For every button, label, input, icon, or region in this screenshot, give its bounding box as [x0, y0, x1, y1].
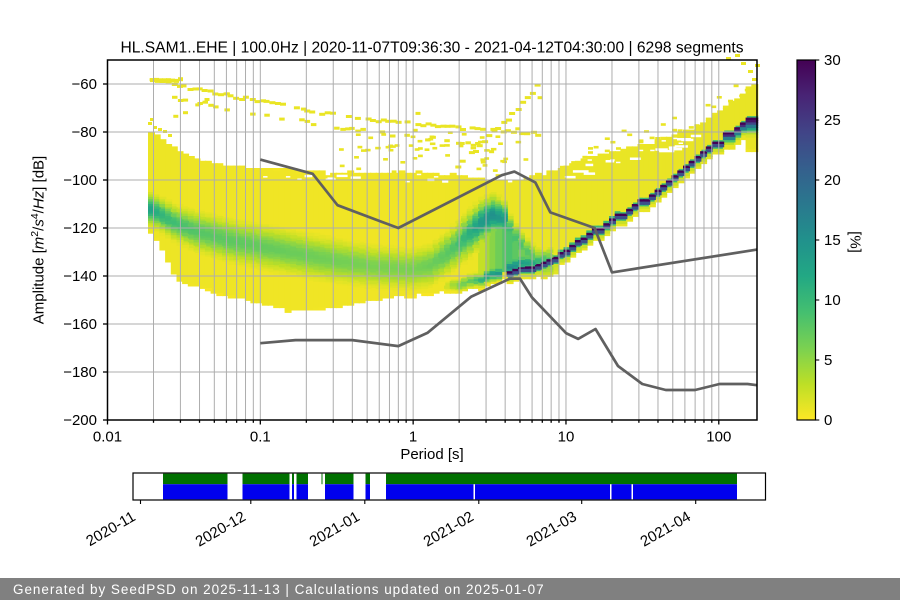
svg-text:100: 100	[706, 429, 731, 446]
svg-text:−60: −60	[72, 76, 97, 93]
svg-text:10: 10	[824, 292, 841, 309]
svg-text:10: 10	[558, 429, 575, 446]
svg-text:Amplitude [m2/s4/Hz] [dB]: Amplitude [m2/s4/Hz] [dB]	[29, 156, 48, 324]
svg-text:5: 5	[824, 352, 832, 369]
svg-text:0.1: 0.1	[250, 429, 271, 446]
svg-text:1: 1	[409, 429, 417, 446]
svg-text:30: 30	[824, 52, 841, 69]
svg-text:15: 15	[824, 232, 841, 249]
svg-text:−160: −160	[63, 316, 97, 333]
svg-text:Generated by SeedPSD on 2025-1: Generated by SeedPSD on 2025-11-13 | Cal…	[13, 582, 545, 597]
svg-text:0: 0	[824, 412, 832, 429]
svg-text:0.01: 0.01	[93, 429, 122, 446]
svg-text:−180: −180	[63, 364, 97, 381]
svg-text:20: 20	[824, 172, 841, 189]
svg-text:−80: −80	[72, 124, 97, 141]
svg-text:−120: −120	[63, 220, 97, 237]
svg-text:−100: −100	[63, 172, 97, 189]
svg-text:[%]: [%]	[847, 231, 864, 253]
svg-text:HL.SAM1..EHE | 100.0Hz | 2020-: HL.SAM1..EHE | 100.0Hz | 2020-11-07T09:3…	[121, 40, 744, 57]
svg-text:−200: −200	[63, 412, 97, 429]
svg-text:Period [s]: Period [s]	[400, 446, 463, 463]
svg-text:25: 25	[824, 112, 841, 129]
svg-text:−140: −140	[63, 268, 97, 285]
